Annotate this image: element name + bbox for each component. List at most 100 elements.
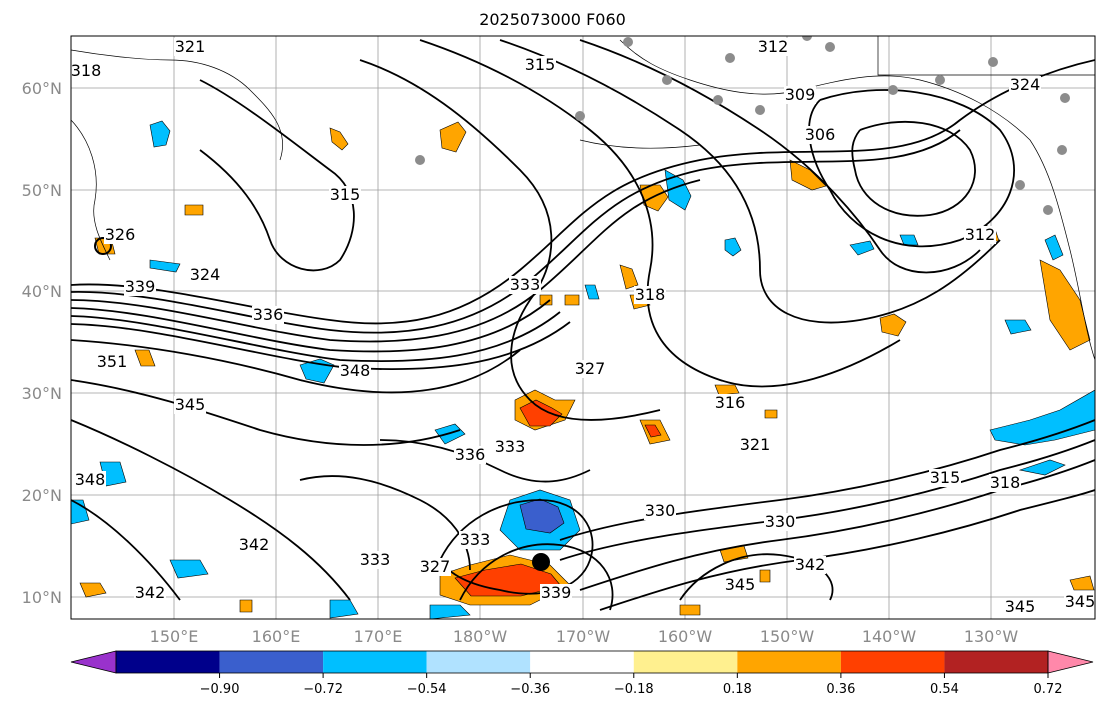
colorbar-extend-max xyxy=(1047,650,1094,674)
pv-anomaly-patch xyxy=(329,127,349,151)
lon-label: 150°W xyxy=(760,627,815,646)
contour-label-bg xyxy=(1004,598,1036,616)
latitude-labels: 60°N 50°N 40°N 30°N 20°N 10°N xyxy=(22,79,62,607)
pv-anomaly-patch xyxy=(789,159,827,191)
contour-label: 327 xyxy=(420,557,451,576)
lat-label: 30°N xyxy=(22,384,62,403)
colorbar-extend-min xyxy=(70,650,117,674)
contour-label-bg xyxy=(174,38,206,56)
colorbar-segment xyxy=(633,651,738,673)
contour-label-bg xyxy=(524,56,556,74)
contour-label: 345 xyxy=(175,395,206,414)
contour-label-bg xyxy=(739,436,771,454)
pv-anomaly-patch xyxy=(329,599,359,619)
contour-label: 336 xyxy=(455,445,486,464)
longitude-labels: 150°E 160°E 170°E 180°W 170°W 160°W 150°W 140°W… xyxy=(150,627,1019,646)
pv-anomaly-patch xyxy=(429,604,471,619)
contour-label-bg xyxy=(1064,593,1096,611)
contour-label: 339 xyxy=(125,277,156,296)
contour-label: 330 xyxy=(645,501,676,520)
lon-label: 160°E xyxy=(252,627,301,646)
pv-anomaly-patch xyxy=(519,498,565,534)
contour-label: 321 xyxy=(740,435,771,454)
contour-label: 318 xyxy=(635,285,666,304)
contour-label: 345 xyxy=(725,575,756,594)
pv-anomaly-patch xyxy=(899,234,919,246)
contour-label: 333 xyxy=(460,530,491,549)
contour-label-bg xyxy=(714,394,746,412)
contour-label: 321 xyxy=(175,37,206,56)
pv-anomaly-patch xyxy=(539,294,553,306)
colorbar-segment xyxy=(737,651,841,673)
contour-label: 316 xyxy=(715,393,746,412)
lat-label: 60°N xyxy=(22,79,62,98)
coastlines xyxy=(71,36,1095,361)
pv-anomaly-patch xyxy=(759,569,771,583)
contour-label-bg xyxy=(989,474,1021,492)
lon-label: 150°E xyxy=(150,627,199,646)
map-plot-area: 321 318 315 312 309 306 315 326 324 339 336 351 348 3… xyxy=(70,35,1096,620)
contour-label: 326 xyxy=(105,225,136,244)
pv-anomaly-patch xyxy=(879,313,907,337)
contour-label: 315 xyxy=(930,468,961,487)
lon-label: 170°W xyxy=(556,627,611,646)
pv-anomaly-patch xyxy=(664,169,692,211)
contour-label-bg xyxy=(329,186,361,204)
contour-label-bg xyxy=(74,471,106,489)
lon-label: 160°W xyxy=(658,627,713,646)
colorbar: −0.90 −0.72 −0.54 −0.36 −0.18 0.18 0.36 0.54 0.7… xyxy=(70,650,1094,697)
lon-label: 130°W xyxy=(964,627,1019,646)
contour-label: 342 xyxy=(239,535,270,554)
contour-label-bg xyxy=(794,556,826,574)
colorbar-tick-label: −0.90 xyxy=(200,682,240,697)
colorbar-segment xyxy=(323,651,427,673)
contour-label-bg xyxy=(252,306,284,324)
pv-anomaly-patch xyxy=(1004,319,1032,335)
contour-label-bg xyxy=(96,353,128,371)
contour-label-bg xyxy=(929,469,961,487)
contour-label: 327 xyxy=(575,359,606,378)
contour-label: 312 xyxy=(758,37,789,56)
contour-label: 333 xyxy=(360,550,391,569)
map-title: 2025073000 F060 xyxy=(479,10,626,29)
contour-label: 339 xyxy=(541,583,572,602)
contour-label: 318 xyxy=(71,61,102,80)
contour-label: 333 xyxy=(510,275,541,294)
colorbar-tick-label: −0.18 xyxy=(614,682,654,697)
contour-label: 330 xyxy=(765,512,796,531)
contour-label-bg xyxy=(724,576,756,594)
colorbar-segment xyxy=(944,651,1048,673)
contour-label: 345 xyxy=(1005,597,1036,616)
contour-label-bg xyxy=(764,513,796,531)
contour-label-bg xyxy=(339,362,371,380)
pv-anomaly-patch xyxy=(439,121,467,153)
contour-label-bg xyxy=(174,396,206,414)
lat-label: 10°N xyxy=(22,588,62,607)
colorbar-tick-label: 0.36 xyxy=(826,682,855,697)
pv-anomaly-patch xyxy=(1044,234,1064,261)
station-dots xyxy=(415,36,1070,215)
pv-anomaly-patch xyxy=(1018,459,1066,476)
colorbar-tick-label: 0.54 xyxy=(930,682,959,697)
contour-label-bg xyxy=(359,551,391,569)
contour-label-bg xyxy=(784,86,816,104)
contour-label-bg xyxy=(804,126,836,144)
pv-anomaly-patch xyxy=(519,399,563,427)
colorbar-segment xyxy=(219,651,324,673)
pv-anomaly-patch xyxy=(134,349,156,367)
pv-anomaly-patch xyxy=(184,204,204,216)
contour-label-bg xyxy=(1009,76,1041,94)
contour-label: 348 xyxy=(340,361,371,380)
lat-label: 20°N xyxy=(22,486,62,505)
lon-label: 180°W xyxy=(453,627,508,646)
contour-labels: 321 318 315 312 309 306 315 326 324 339 336 351 348 3… xyxy=(70,37,1096,616)
storm-center-marker xyxy=(532,553,550,571)
colorbar-tick-label: −0.36 xyxy=(510,682,550,697)
contour-label-bg xyxy=(419,558,451,576)
contour-label-bg xyxy=(509,276,541,294)
contour-label: 342 xyxy=(795,555,826,574)
pv-anomaly-patch xyxy=(584,284,600,300)
contour-label: 345 xyxy=(1065,592,1096,611)
pv-anomaly-patch xyxy=(564,294,580,306)
contour-label-bg xyxy=(104,226,136,244)
